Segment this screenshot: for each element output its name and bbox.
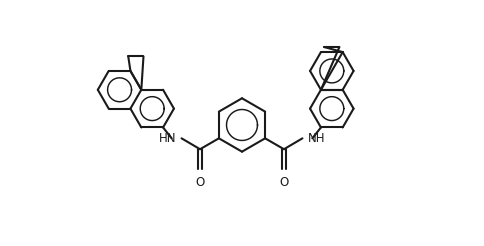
Text: HN: HN (159, 132, 177, 145)
Text: O: O (196, 176, 205, 189)
Text: O: O (279, 176, 288, 189)
Text: NH: NH (307, 132, 325, 145)
